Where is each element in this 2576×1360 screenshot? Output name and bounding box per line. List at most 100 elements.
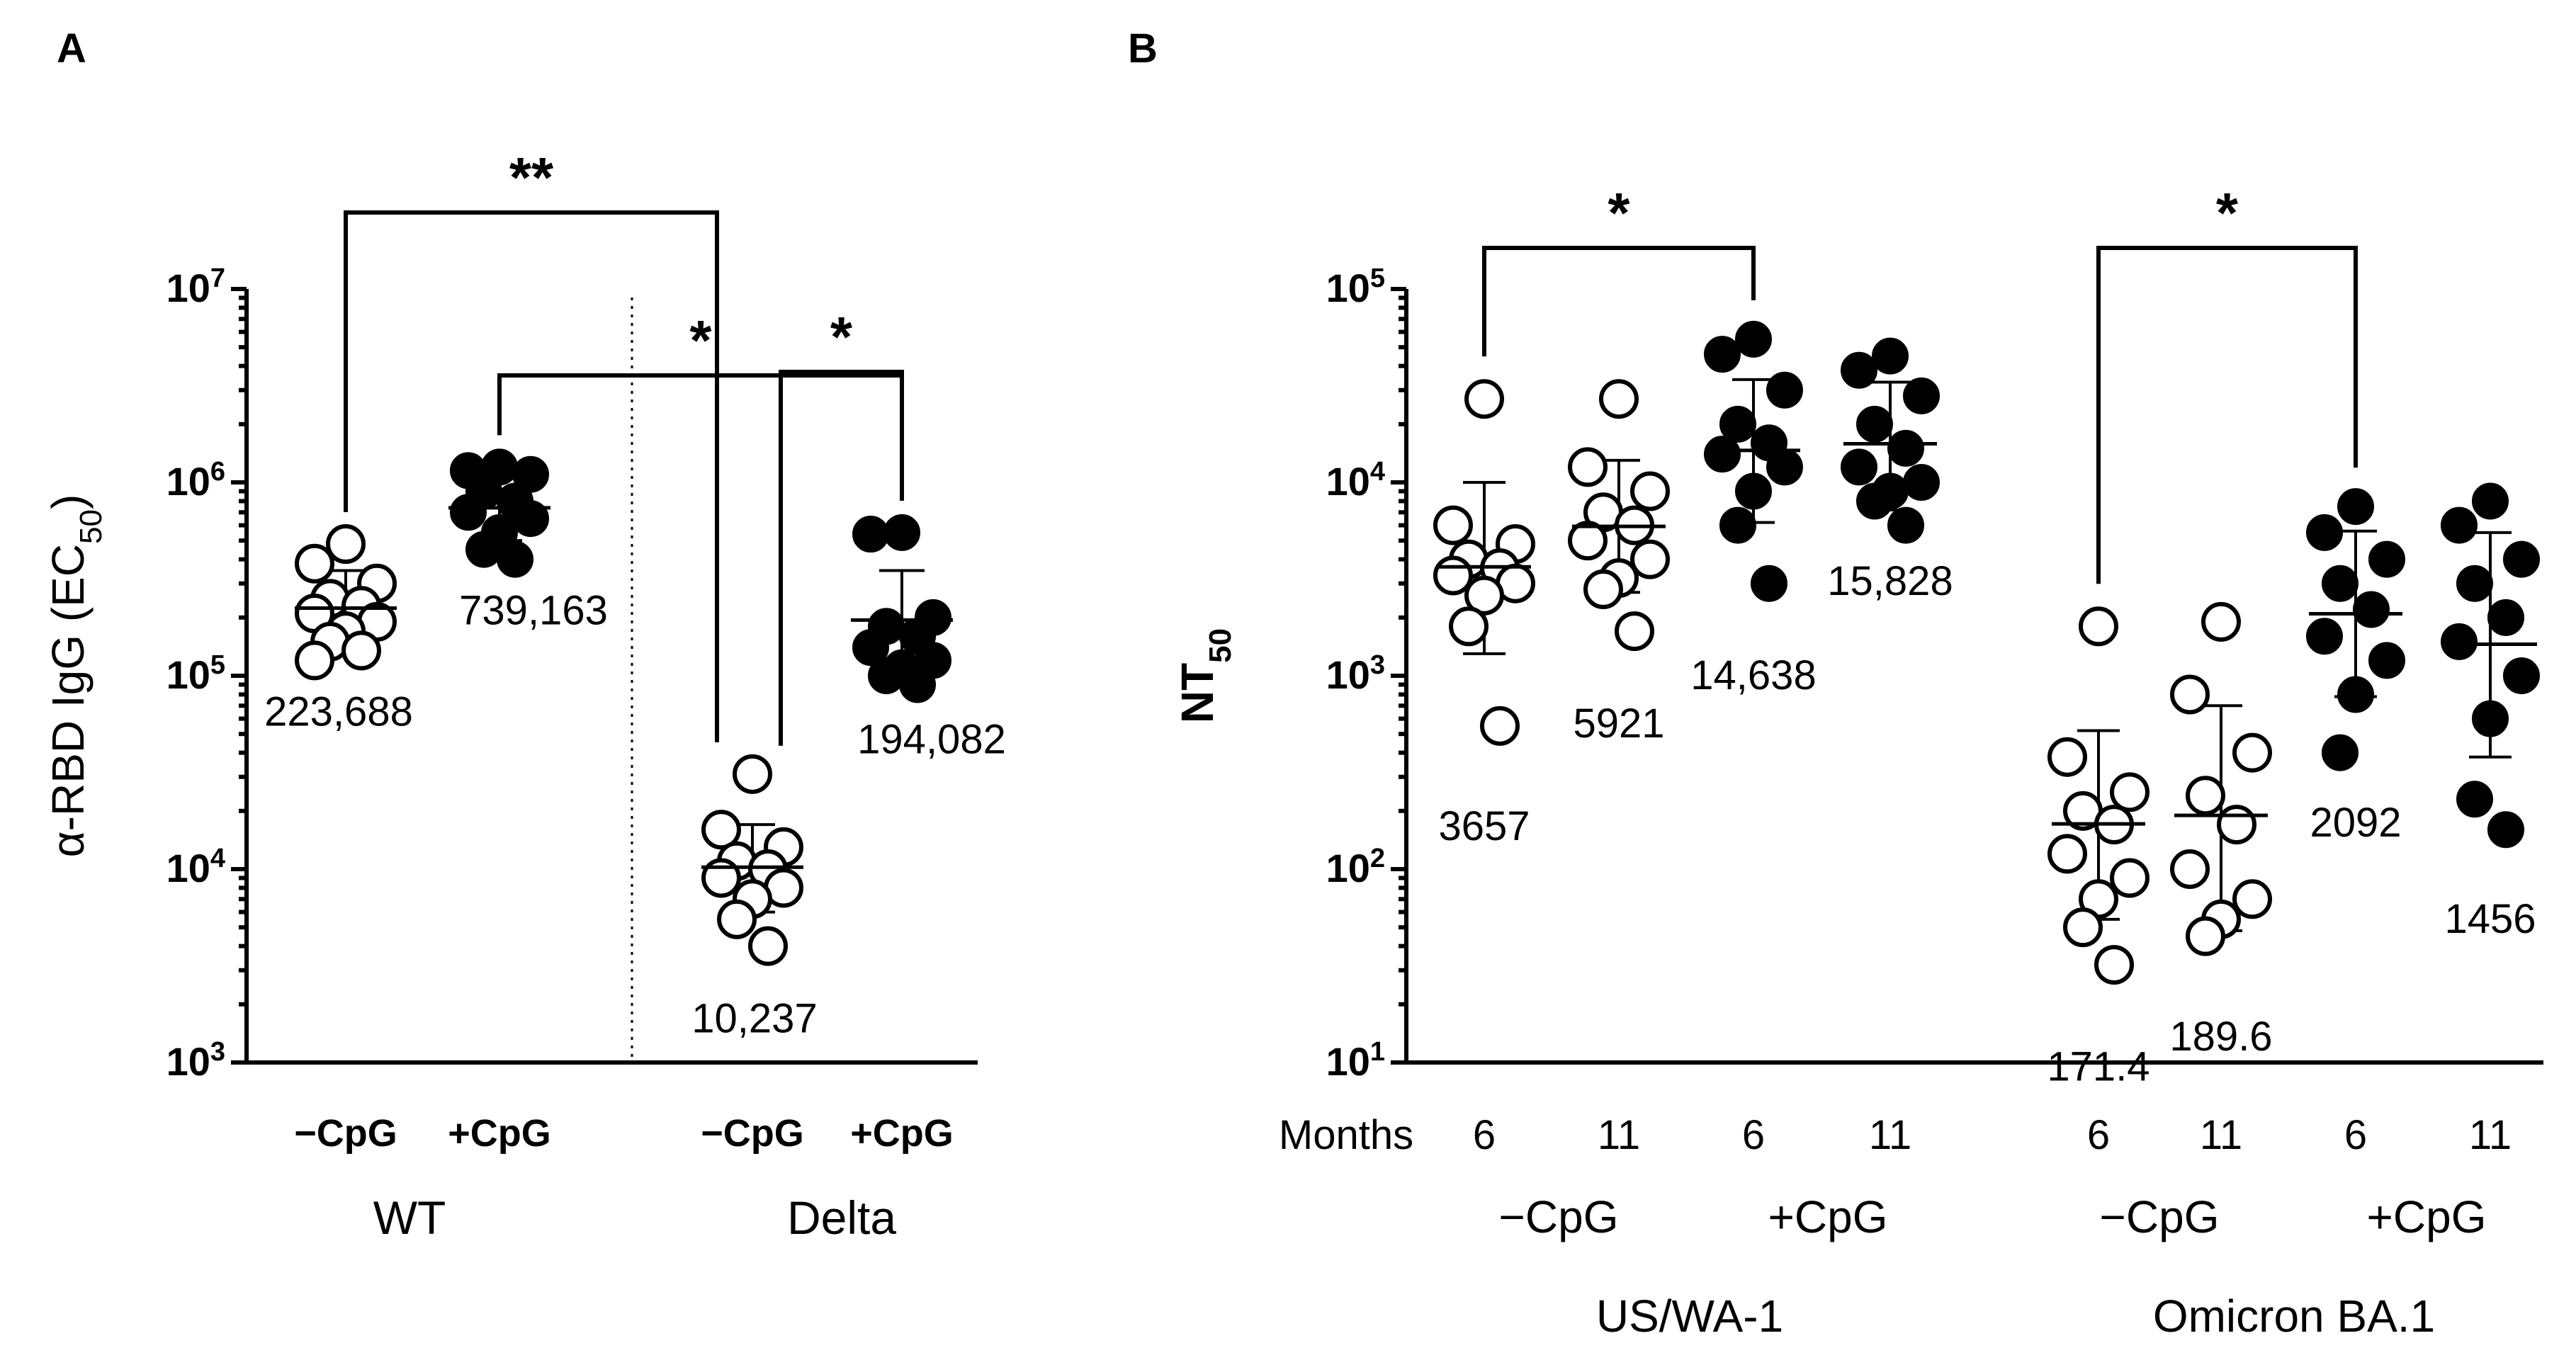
group-om-minus-11: [2170, 601, 2272, 956]
sig-label: *: [689, 309, 712, 372]
group-wa-plus-6: [1704, 320, 1803, 602]
data-point: [1568, 447, 1608, 487]
panel-b-significance: * *: [1482, 181, 2358, 584]
data-point: [1856, 482, 1893, 520]
data-point: [1464, 379, 1504, 419]
group-delta-minus: [701, 754, 803, 966]
data-point: [2063, 907, 2103, 948]
data-point: [1766, 448, 1803, 486]
data-point: [1856, 405, 1893, 443]
bracket-line: [2096, 246, 2358, 584]
group-wa-minus-6: [1433, 379, 1535, 746]
panel-a-tick-wt-minus: −CpG: [294, 1112, 397, 1155]
panel-a-y-label: α-RBD IgG (EC50): [43, 494, 108, 858]
y-tick-label: 104: [1326, 457, 1385, 504]
data-point: [1583, 569, 1623, 609]
data-point: [450, 494, 487, 531]
bracket-line: [779, 370, 904, 746]
data-point: [295, 543, 334, 584]
data-point: [2306, 514, 2343, 551]
panel-a-letter: A: [57, 26, 86, 72]
month-tick-wa-plus-6: 6: [1742, 1112, 1765, 1158]
sig-bracket-b-1: *: [1482, 181, 1756, 357]
panel-b-variant-omicron: Omicron BA.1: [2153, 1291, 2435, 1342]
data-point: [2503, 657, 2540, 694]
data-point: [1568, 521, 1608, 561]
mean-label-wt-minus: 223,688: [264, 688, 413, 735]
y-tick-label: 106: [166, 457, 225, 504]
bracket-line: [344, 210, 719, 742]
data-point: [733, 754, 772, 794]
data-point: [2503, 540, 2540, 578]
sig-label: *: [830, 305, 853, 368]
data-point: [2110, 772, 2150, 812]
panel-b-treatment-4: +CpG: [2367, 1191, 2487, 1242]
mean-label-wt-plus: 739,163: [459, 588, 608, 634]
y-tick-label: 105: [1326, 264, 1385, 310]
month-tick-wa-minus-6: 6: [1473, 1112, 1496, 1158]
data-point: [2368, 540, 2405, 578]
data-point: [1887, 429, 1924, 467]
data-point: [2368, 642, 2405, 679]
group-delta-plus: [851, 514, 953, 703]
panel-a-significance: ****: [344, 146, 904, 746]
group-om-plus-6: [2306, 488, 2405, 771]
sig-label: **: [509, 146, 554, 209]
data-point: [1841, 448, 1877, 486]
month-tick-om-plus-11: 11: [2469, 1112, 2512, 1158]
data-point: [868, 657, 905, 694]
data-point: [2441, 506, 2478, 544]
data-point: [1630, 471, 1670, 511]
panel-b-month-ticks: 6 11 6 11 6 11 6 11: [1473, 1112, 2512, 1158]
data-point: [1887, 506, 1924, 544]
data-point: [2186, 916, 2225, 956]
sig-label: *: [1608, 181, 1630, 244]
panel-b-treatment-1: −CpG: [1499, 1191, 1619, 1242]
data-point: [717, 899, 757, 939]
data-point: [1735, 320, 1772, 358]
month-tick-wa-plus-11: 11: [1869, 1112, 1911, 1158]
data-point: [1433, 555, 1473, 596]
data-point: [1735, 472, 1772, 510]
mean-label-wa-plus-11: 15,828: [1827, 558, 1953, 604]
data-point: [2337, 488, 2374, 526]
data-point: [852, 516, 889, 553]
month-tick-om-minus-6: 6: [2087, 1112, 2110, 1158]
data-point: [701, 810, 741, 850]
panel-a-tick-delta-minus: −CpG: [701, 1112, 804, 1155]
bracket-line: [1482, 246, 1756, 357]
data-point: [2487, 811, 2524, 849]
data-point: [2186, 776, 2225, 816]
month-tick-om-minus-11: 11: [2200, 1112, 2242, 1158]
group-wa-minus-11: [1568, 379, 1670, 652]
y-tick-label: 103: [1326, 650, 1385, 697]
data-point: [748, 926, 788, 966]
data-point: [2353, 591, 2390, 628]
mean-label-om-minus-6: 171.4: [2047, 1044, 2150, 1090]
data-point: [1615, 611, 1654, 652]
y-tick-label: 102: [1326, 844, 1385, 890]
data-point: [1464, 575, 1504, 616]
panel-a-group-label-wt: WT: [373, 1191, 446, 1244]
month-tick-wa-minus-11: 11: [1598, 1112, 1640, 1158]
sig-bracket-2: **: [344, 146, 719, 742]
y-tick-label: 103: [166, 1037, 225, 1084]
data-point: [2201, 601, 2241, 642]
sig-bracket-b-2: *: [2096, 181, 2358, 584]
mean-label-om-minus-11: 189.6: [2169, 1014, 2272, 1060]
data-point: [2232, 879, 2272, 919]
data-point: [1766, 371, 1803, 409]
y-tick-label: 107: [166, 264, 225, 310]
mean-label-wa-plus-6: 14,638: [1690, 652, 1816, 698]
data-point: [2047, 834, 2087, 874]
data-point: [2322, 565, 2358, 602]
data-point: [1480, 706, 1520, 746]
data-point: [1704, 436, 1741, 473]
panel-b-y-label: NT50: [1172, 628, 1238, 723]
panel-a-group-label-delta: Delta: [787, 1191, 896, 1244]
data-point: [2441, 623, 2478, 660]
group-om-plus-11: [2441, 482, 2540, 849]
y-tick-label: 105: [166, 650, 225, 697]
data-point: [1841, 351, 1877, 389]
